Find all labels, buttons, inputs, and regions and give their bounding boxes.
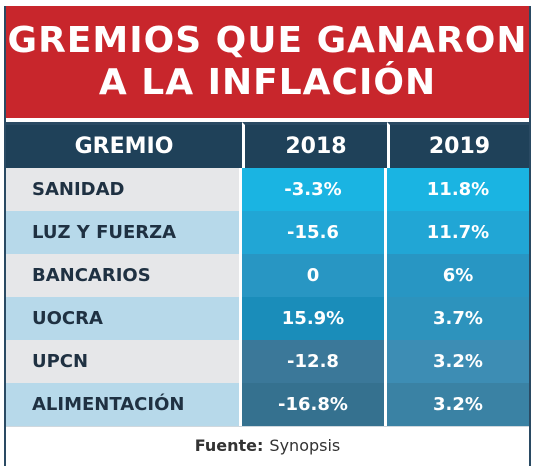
value-2018-cell: 15.9% [242, 297, 387, 340]
source-label: Fuente: [194, 436, 264, 455]
value-2018-cell: -16.8% [242, 383, 387, 426]
value-2019-cell: 3.2% [387, 383, 529, 426]
column-header-gremio: GREMIO [6, 122, 242, 168]
value-2019-cell: 3.2% [387, 340, 529, 383]
value-2018-cell: -3.3% [242, 168, 387, 211]
gremio-cell: UPCN [6, 340, 242, 383]
value-2018-cell: -12.8 [242, 340, 387, 383]
table-row: ALIMENTACIÓN -16.8% 3.2% [6, 383, 529, 426]
source-name: Synopsis [269, 436, 341, 455]
value-2018-cell: 0 [242, 254, 387, 297]
gremio-cell: BANCARIOS [6, 254, 242, 297]
gremio-cell: ALIMENTACIÓN [6, 383, 242, 426]
data-table: GREMIO 2018 2019 SANIDAD -3.3% 11.8% LUZ… [6, 122, 529, 426]
table-row: SANIDAD -3.3% 11.8% [6, 168, 529, 211]
table-row: UOCRA 15.9% 3.7% [6, 297, 529, 340]
value-2019-cell: 11.8% [387, 168, 529, 211]
gremio-cell: SANIDAD [6, 168, 242, 211]
column-header-2019: 2019 [387, 122, 529, 168]
title-line-2: A LA INFLACIÓN [98, 62, 437, 103]
gremio-cell: LUZ Y FUERZA [6, 211, 242, 254]
source-footer: Fuente: Synopsis [6, 426, 529, 464]
table-header-row: GREMIO 2018 2019 [6, 122, 529, 168]
table-row: BANCARIOS 0 6% [6, 254, 529, 297]
column-header-2018: 2018 [242, 122, 387, 168]
value-2018-cell: -15.6 [242, 211, 387, 254]
title-banner: GREMIOS QUE GANARON A LA INFLACIÓN [6, 6, 529, 118]
value-2019-cell: 11.7% [387, 211, 529, 254]
title-line-1: GREMIOS QUE GANARON [7, 20, 528, 61]
gremio-cell: UOCRA [6, 297, 242, 340]
table-row: UPCN -12.8 3.2% [6, 340, 529, 383]
value-2019-cell: 6% [387, 254, 529, 297]
table-row: LUZ Y FUERZA -15.6 11.7% [6, 211, 529, 254]
infographic-card: GREMIOS QUE GANARON A LA INFLACIÓN GREMI… [4, 6, 531, 466]
value-2019-cell: 3.7% [387, 297, 529, 340]
